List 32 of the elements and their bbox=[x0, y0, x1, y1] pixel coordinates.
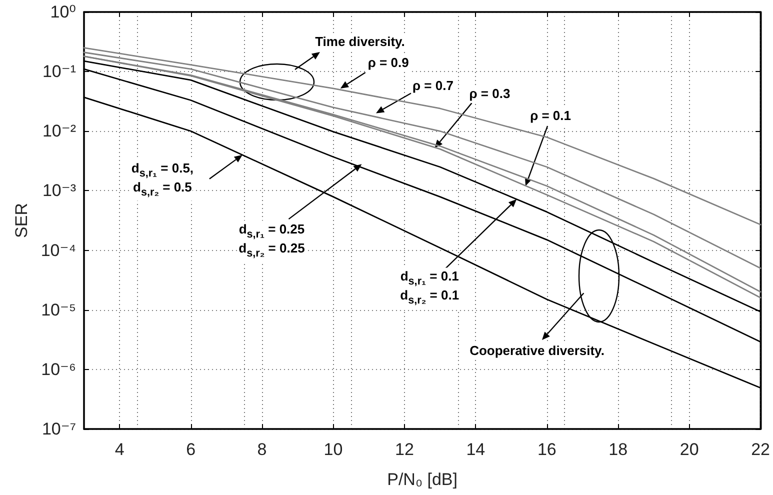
x-tick-label: 12 bbox=[395, 440, 414, 459]
x-tick-label: 10 bbox=[324, 440, 343, 459]
annotation: d$_{s,r₁}$ = 0.5, bbox=[131, 160, 194, 180]
annotation: d$_{s,r₁}$ = 0.1 bbox=[400, 268, 459, 288]
x-tick-label: 8 bbox=[257, 440, 267, 459]
annotation: ρ = 0.1 bbox=[529, 106, 572, 125]
annotation: d$_{s,r₂}$ = 0.5 bbox=[132, 178, 193, 202]
x-tick-label: 6 bbox=[186, 440, 196, 459]
y-tick-label: 10⁻³ bbox=[42, 181, 76, 200]
annotation: d$_{s,r₁}$ = 0.25 bbox=[238, 222, 305, 240]
annotation: ρ = 0.7 bbox=[412, 77, 454, 96]
x-tick-label: 16 bbox=[537, 440, 556, 459]
y-tick-label: 10⁻⁷ bbox=[42, 420, 76, 438]
x-tick-label: 20 bbox=[680, 440, 699, 459]
y-tick-label: 10⁰ bbox=[50, 2, 76, 22]
annotation: ρ = 0.3 bbox=[468, 85, 512, 104]
annotation: Cooperative diversity. bbox=[468, 342, 606, 360]
y-axis-title: SER bbox=[12, 203, 31, 238]
y-tick-label: 10⁻⁵ bbox=[41, 300, 76, 320]
x-tick-label: 14 bbox=[466, 440, 486, 459]
x-tick-label: 18 bbox=[608, 440, 628, 459]
annotation: d$_{s,r₂}$ = 0.1 bbox=[399, 286, 460, 310]
y-tick-label: 10⁻² bbox=[42, 122, 76, 141]
x-tick-label: 4 bbox=[114, 440, 124, 459]
annotation: d$_{s,r₂}$ = 0.25 bbox=[238, 240, 306, 262]
y-tick-label: 10⁻¹ bbox=[42, 62, 76, 82]
annotation: Time diversity. bbox=[314, 33, 406, 51]
y-tick-label: 10⁻⁶ bbox=[41, 360, 76, 379]
annotation: ρ = 0.9 bbox=[366, 54, 410, 72]
y-tick-label: 10⁻⁴ bbox=[40, 240, 76, 260]
x-tick-label: 22 bbox=[751, 440, 770, 459]
x-axis-title: P/N₀ [dB] bbox=[387, 470, 458, 489]
